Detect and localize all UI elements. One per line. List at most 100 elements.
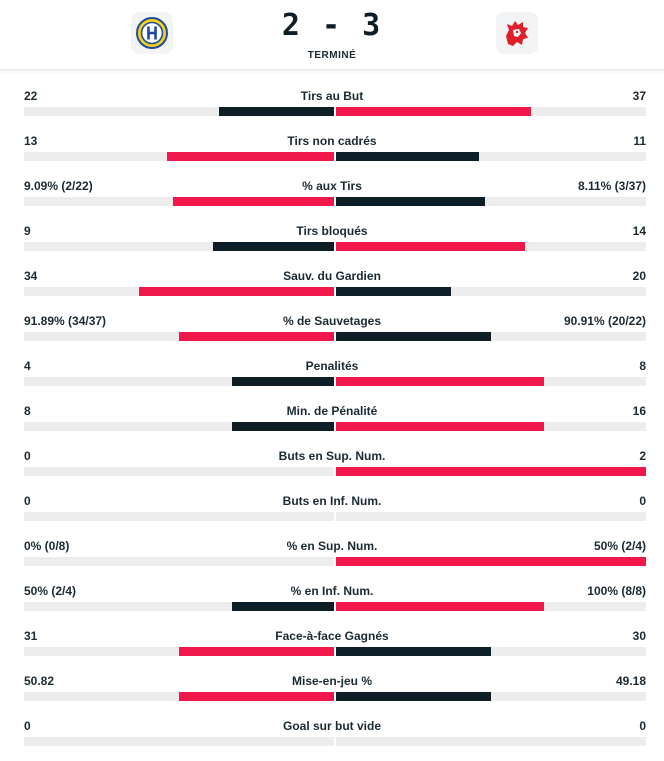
stat-row: 0 Goal sur but vide 0	[0, 709, 664, 754]
stat-away-bar-track	[336, 647, 646, 656]
stat-home-bar	[232, 602, 334, 611]
stat-away-bar-track	[336, 377, 646, 386]
stat-away-bar-track	[336, 152, 646, 161]
stat-away-value: 100% (8/8)	[587, 584, 646, 598]
stat-away-bar-track	[336, 107, 646, 116]
stat-away-bar-track	[336, 197, 646, 206]
stat-home-value: 4	[24, 359, 31, 373]
stat-home-value: 0	[24, 494, 31, 508]
stat-away-bar	[336, 422, 544, 431]
stat-away-value: 11	[633, 134, 646, 148]
match-score: 2 - 3	[281, 8, 383, 43]
stats-list: 22 Tirs au But 37 13 Tirs non cadrés 11 9.09% …	[0, 79, 664, 754]
stat-row: 0 Buts en Inf. Num. 0	[0, 484, 664, 529]
stat-label: Mise-en-jeu %	[291, 674, 372, 688]
stat-home-bar-track	[24, 152, 334, 161]
stat-row: 0 Buts en Sup. Num. 2	[0, 439, 664, 484]
stat-away-bar	[336, 377, 544, 386]
stat-home-bar	[179, 692, 334, 701]
stat-home-value: 9.09% (2/22)	[24, 179, 93, 193]
stat-home-value: 8	[24, 404, 31, 418]
stat-away-bar	[336, 332, 491, 341]
stat-away-value: 50% (2/4)	[593, 539, 646, 553]
stat-label: Tirs bloqués	[296, 224, 368, 238]
stat-away-bar-track	[336, 467, 646, 476]
stat-away-value: 14	[632, 224, 646, 238]
stat-away-bar	[336, 197, 485, 206]
stat-home-bar-track	[24, 377, 334, 386]
stat-row: 8 Min. de Pénalité 16	[0, 394, 664, 439]
stat-home-value: 34	[24, 269, 38, 283]
stat-label: Penalités	[305, 359, 359, 373]
stat-away-value: 8	[639, 359, 646, 373]
stat-label: Face-à-face Gagnés	[275, 629, 389, 643]
stat-away-bar-track	[336, 242, 646, 251]
stat-label: Goal sur but vide	[282, 719, 381, 733]
stat-home-value: 0	[24, 449, 31, 463]
away-team-logo[interactable]	[496, 12, 538, 54]
stat-away-bar	[336, 647, 491, 656]
stat-home-bar-track	[24, 467, 334, 476]
stat-home-bar-track	[24, 242, 334, 251]
stat-row: 22 Tirs au But 37	[0, 79, 664, 124]
stat-home-bar	[213, 242, 334, 251]
stat-away-bar	[336, 557, 646, 566]
stat-away-bar-track	[336, 512, 646, 521]
stat-home-value: 0% (0/8)	[24, 539, 70, 553]
match-status: TERMINÉ	[307, 50, 357, 61]
stat-home-value: 9	[24, 224, 31, 238]
stat-row: 91.89% (34/37) % de Sauvetages 90.91% (20/…	[0, 304, 664, 349]
stat-away-value: 90.91% (20/22)	[563, 314, 646, 328]
stat-home-bar	[179, 332, 334, 341]
davos-logo-icon	[136, 17, 168, 49]
stat-label: % en Sup. Num.	[286, 539, 378, 553]
stat-home-bar	[139, 287, 334, 296]
stat-row: 13 Tirs non cadrés 11	[0, 124, 664, 169]
stat-row: 4 Penalités 8	[0, 349, 664, 394]
stat-label: Tirs au But	[300, 89, 364, 103]
stat-away-value: 49.18	[615, 674, 646, 688]
stat-home-bar	[179, 647, 334, 656]
stat-label: % de Sauvetages	[282, 314, 382, 328]
stat-label: % aux Tirs	[302, 179, 362, 193]
lausanne-lion-logo-icon	[506, 21, 528, 46]
stat-away-value: 16	[632, 404, 646, 418]
stat-home-value: 13	[24, 134, 38, 148]
stat-row: 50.82 Mise-en-jeu % 49.18	[0, 664, 664, 709]
stat-home-bar	[173, 197, 334, 206]
stat-home-bar-track	[24, 692, 334, 701]
stat-away-bar-track	[336, 332, 646, 341]
stat-home-bar	[219, 107, 334, 116]
stat-home-bar	[232, 377, 334, 386]
stat-away-bar	[336, 602, 544, 611]
stat-label: Sauv. du Gardien	[283, 269, 381, 283]
stat-row: 50% (2/4) % en Inf. Num. 100% (8/8)	[0, 574, 664, 619]
stat-label: Min. de Pénalité	[286, 404, 378, 418]
stat-away-value: 0	[639, 719, 646, 733]
stat-home-value: 0	[24, 719, 31, 733]
home-team-logo[interactable]	[131, 12, 173, 54]
stat-home-value: 50.82	[24, 674, 55, 688]
stat-away-bar	[336, 107, 531, 116]
stat-away-bar-track	[336, 557, 646, 566]
stat-row: 0% (0/8) % en Sup. Num. 50% (2/4)	[0, 529, 664, 574]
stat-home-bar	[167, 152, 334, 161]
stat-home-bar-track	[24, 647, 334, 656]
stat-home-bar-track	[24, 287, 334, 296]
stat-away-bar-track	[336, 737, 646, 746]
stat-away-bar-track	[336, 692, 646, 701]
stat-row: 34 Sauv. du Gardien 20	[0, 259, 664, 304]
stat-label: Buts en Sup. Num.	[278, 449, 386, 463]
stat-home-bar-track	[24, 602, 334, 611]
stat-home-bar-track	[24, 197, 334, 206]
match-header: 2 - 3 TERMINÉ	[0, 0, 664, 70]
stat-away-value: 37	[632, 89, 646, 103]
stat-away-bar	[336, 467, 646, 476]
stat-home-bar	[232, 422, 334, 431]
stat-home-bar-track	[24, 557, 334, 566]
stat-home-value: 91.89% (34/37)	[24, 314, 107, 328]
stat-home-bar-track	[24, 737, 334, 746]
stat-home-bar-track	[24, 107, 334, 116]
stat-away-bar-track	[336, 287, 646, 296]
stat-away-value: 8.11% (3/37)	[577, 179, 646, 193]
